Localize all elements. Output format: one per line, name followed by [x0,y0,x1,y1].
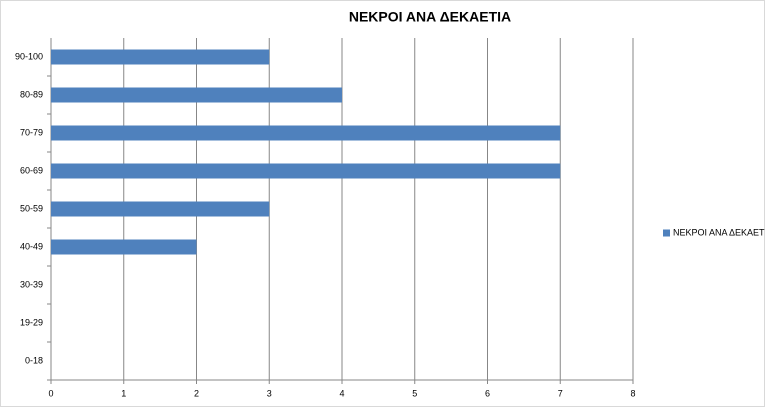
x-tick-label: 0 [48,388,53,398]
bar [51,87,342,103]
y-tick-label: 60-69 [20,165,43,175]
y-tick-label: 80-89 [20,89,43,99]
bar [51,201,270,217]
y-tick-label: 19-29 [20,317,43,327]
x-tick-label: 2 [194,388,199,398]
y-tick-label: 90-100 [15,51,43,61]
y-tick-label: 50-59 [20,203,43,213]
chart-title: ΝΕΚΡΟΙ ΑΝΑ ΔΕΚΑΕΤΙΑ [349,9,511,25]
y-tick-label: 70-79 [20,127,43,137]
bar [51,49,270,65]
x-tick-label: 8 [630,388,635,398]
bar [51,125,561,141]
x-tick-label: 4 [339,388,344,398]
y-tick-label: 30-39 [20,279,43,289]
legend-swatch [663,229,670,237]
legend-label: ΝΕΚΡΟΙ ΑΝΑ ΔΕΚΑΕΤΙΑ [673,227,765,237]
x-tick-label: 1 [121,388,126,398]
bar [51,239,197,255]
x-tick-label: 3 [267,388,272,398]
y-tick-label: 40-49 [20,241,43,251]
x-tick-label: 7 [558,388,563,398]
x-tick-label: 5 [412,388,417,398]
y-tick-label: 0-18 [25,355,43,365]
bar [51,163,561,179]
x-tick-label: 6 [485,388,490,398]
